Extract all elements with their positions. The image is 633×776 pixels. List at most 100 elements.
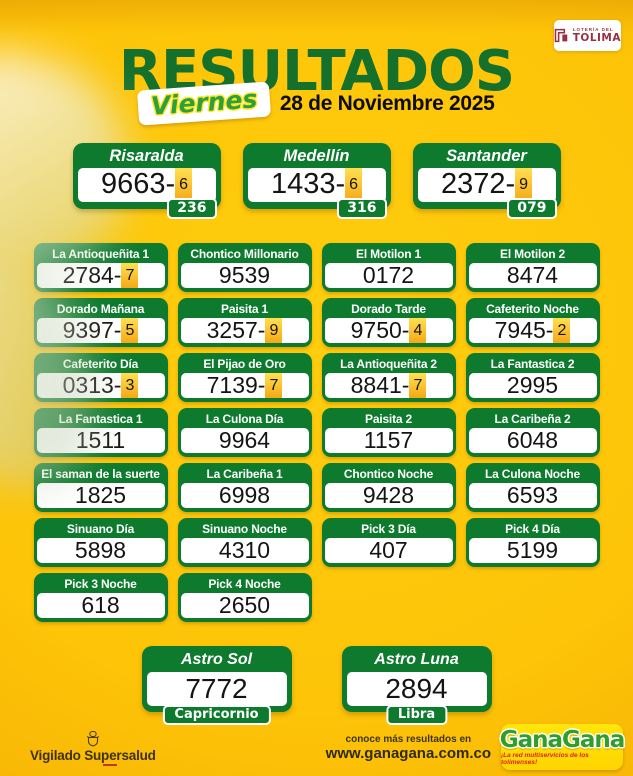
lottery-number: 7945- 2 [468,318,597,343]
result-card: La Antioqueñita 2 8841- 7 [321,353,456,402]
lottery-number: 7139- 7 [180,372,309,398]
lottery-name: Pick 4 Noche [208,577,281,591]
winning-number: 8474 [506,262,559,288]
vigilado-supersalud: Vigilado Supersalud [30,731,156,766]
lottery-number: 407 [324,537,453,563]
result-card: Pick 4 Día 5199 [465,518,600,567]
lottery-name: La Antioqueñita 2 [340,357,437,371]
winning-number: 9750- [350,317,410,343]
lottery-name: Pick 3 Día [361,522,416,536]
lottery-number: 9750- 4 [324,317,453,343]
draw-date: 28 de Noviembre 2025 [279,91,495,115]
supersalud-red-dash [102,764,117,766]
result-card: El Motilon 1 0172 [321,243,456,292]
lottery-number: 9964 [180,427,309,453]
astro-name: Astro Sol [180,651,253,668]
tolima-logo-line2: TOLIMA [572,31,621,44]
winning-number: 9428 [362,482,415,508]
result-card: La Culona Noche 6593 [465,463,600,512]
lottery-name: Paisita 2 [365,412,412,426]
winning-number: 2894 [346,672,487,706]
highlighted-digit: 3 [121,373,139,398]
lottery-number: 2784- 7 [36,262,165,288]
winning-number: 6048 [506,427,559,453]
winning-number: 2650 [218,592,271,618]
website-url[interactable]: www.ganagana.com.co [325,745,491,762]
day-badge: Viernes [137,81,272,126]
lottery-number: 9428 [324,482,453,508]
lottery-number: 2650 [180,592,309,618]
winning-number: 7139- [206,372,266,398]
result-card: El Motilon 2 8474 [465,243,600,292]
lottery-name: Dorado Tarde [351,302,426,316]
tolima-logo-text: LOTERÍA DEL TOLIMA [572,27,621,44]
lottery-number: 2372- 9 [417,168,556,202]
lottery-name: El Motilon 1 [356,247,421,261]
tolima-lottery-logo: LOTERÍA DEL TOLIMA [554,20,621,51]
lottery-number: 8474 [468,262,597,288]
result-card: Chontico Noche 9428 [321,463,456,512]
winning-number: 2784- [62,262,122,288]
lottery-number: 1825 [36,482,165,508]
result-card: La Caribeña 1 6998 [177,463,312,512]
lottery-number: 1157 [324,427,453,453]
result-card: Sinuano Día 5898 [33,518,168,567]
lottery-number: 5898 [36,538,165,563]
vigilado-label: Vigilado Supersalud [30,748,156,763]
lottery-number: 618 [36,593,165,618]
highlighted-digit: 4 [409,318,427,343]
lottery-name: Pick 3 Noche [64,577,137,591]
highlighted-digit: 7 [265,373,283,398]
lottery-name: Santander [446,147,527,165]
lottery-number: 1433- 6 [247,168,386,202]
day-date-row: Viernes 28 de Noviembre 2025 [0,81,633,126]
main-lotteries-row: Risaralda 9663- 6 236 Medellín 1433- 6 3… [0,143,633,219]
lottery-number: 9539 [180,263,309,288]
highlighted-digit: 2 [553,318,571,343]
winning-number: 0172 [362,262,415,288]
results-grid: La Antioqueñita 1 2784- 7 Chontico Millo… [33,243,600,622]
highlighted-digit: 6 [345,168,363,202]
astro-card: Astro Sol 7772 Capricornio [141,646,292,725]
result-card: La Fantastica 2 2995 [465,353,600,402]
astro-name: Astro Luna [374,651,459,668]
result-card: Paisita 1 3257- 9 [177,298,312,347]
winning-number: 6593 [506,482,559,508]
winning-number: 1825 [74,482,127,508]
day-label: Viernes [150,84,259,121]
result-card: La Caribeña 2 6048 [465,408,600,457]
lottery-number: 8841- 7 [324,373,453,398]
highlighted-digit: 6 [175,168,193,202]
lottery-name: La Caribeña 1 [206,467,283,481]
lottery-name: La Culona Día [205,412,284,426]
winning-number: 2995 [506,372,559,398]
result-card: Sinuano Noche 4310 [177,518,312,567]
winning-number: 9964 [218,427,271,453]
winning-number: 9663- [100,168,176,200]
highlighted-digit: 7 [409,373,427,398]
highlighted-digit: 5 [121,318,139,343]
lottery-number: 0172 [324,262,453,288]
winning-number: 3257- [206,317,266,343]
lottery-name: Chontico Millonario [190,247,299,261]
main-lottery-card: Risaralda 9663- 6 236 [72,143,221,219]
winning-number: 407 [369,537,408,563]
lottery-number: 9663- 6 [77,168,216,202]
astro-row: Astro Sol 7772 Capricornio Astro Luna 28… [0,646,633,725]
winning-number: 4310 [218,537,271,563]
top-shade [0,0,633,34]
lottery-name: La Culona Noche [484,467,580,481]
supersalud-emblem-icon [86,731,100,747]
winning-number: 1433- [270,168,346,200]
lottery-name: Cafeterito Noche [486,302,579,316]
highlighted-digit: 7 [121,263,139,288]
serie-badge: 236 [167,198,217,219]
serie-badge: 079 [507,198,557,219]
result-card: La Antioqueñita 1 2784- 7 [33,243,168,292]
result-card: La Culona Día 9964 [177,408,312,457]
lottery-name: Pick 4 Día [505,522,560,536]
winning-number: 1157 [363,427,414,453]
result-card: Pick 4 Noche 2650 [177,573,312,622]
lottery-number: 3257- 9 [180,317,309,343]
